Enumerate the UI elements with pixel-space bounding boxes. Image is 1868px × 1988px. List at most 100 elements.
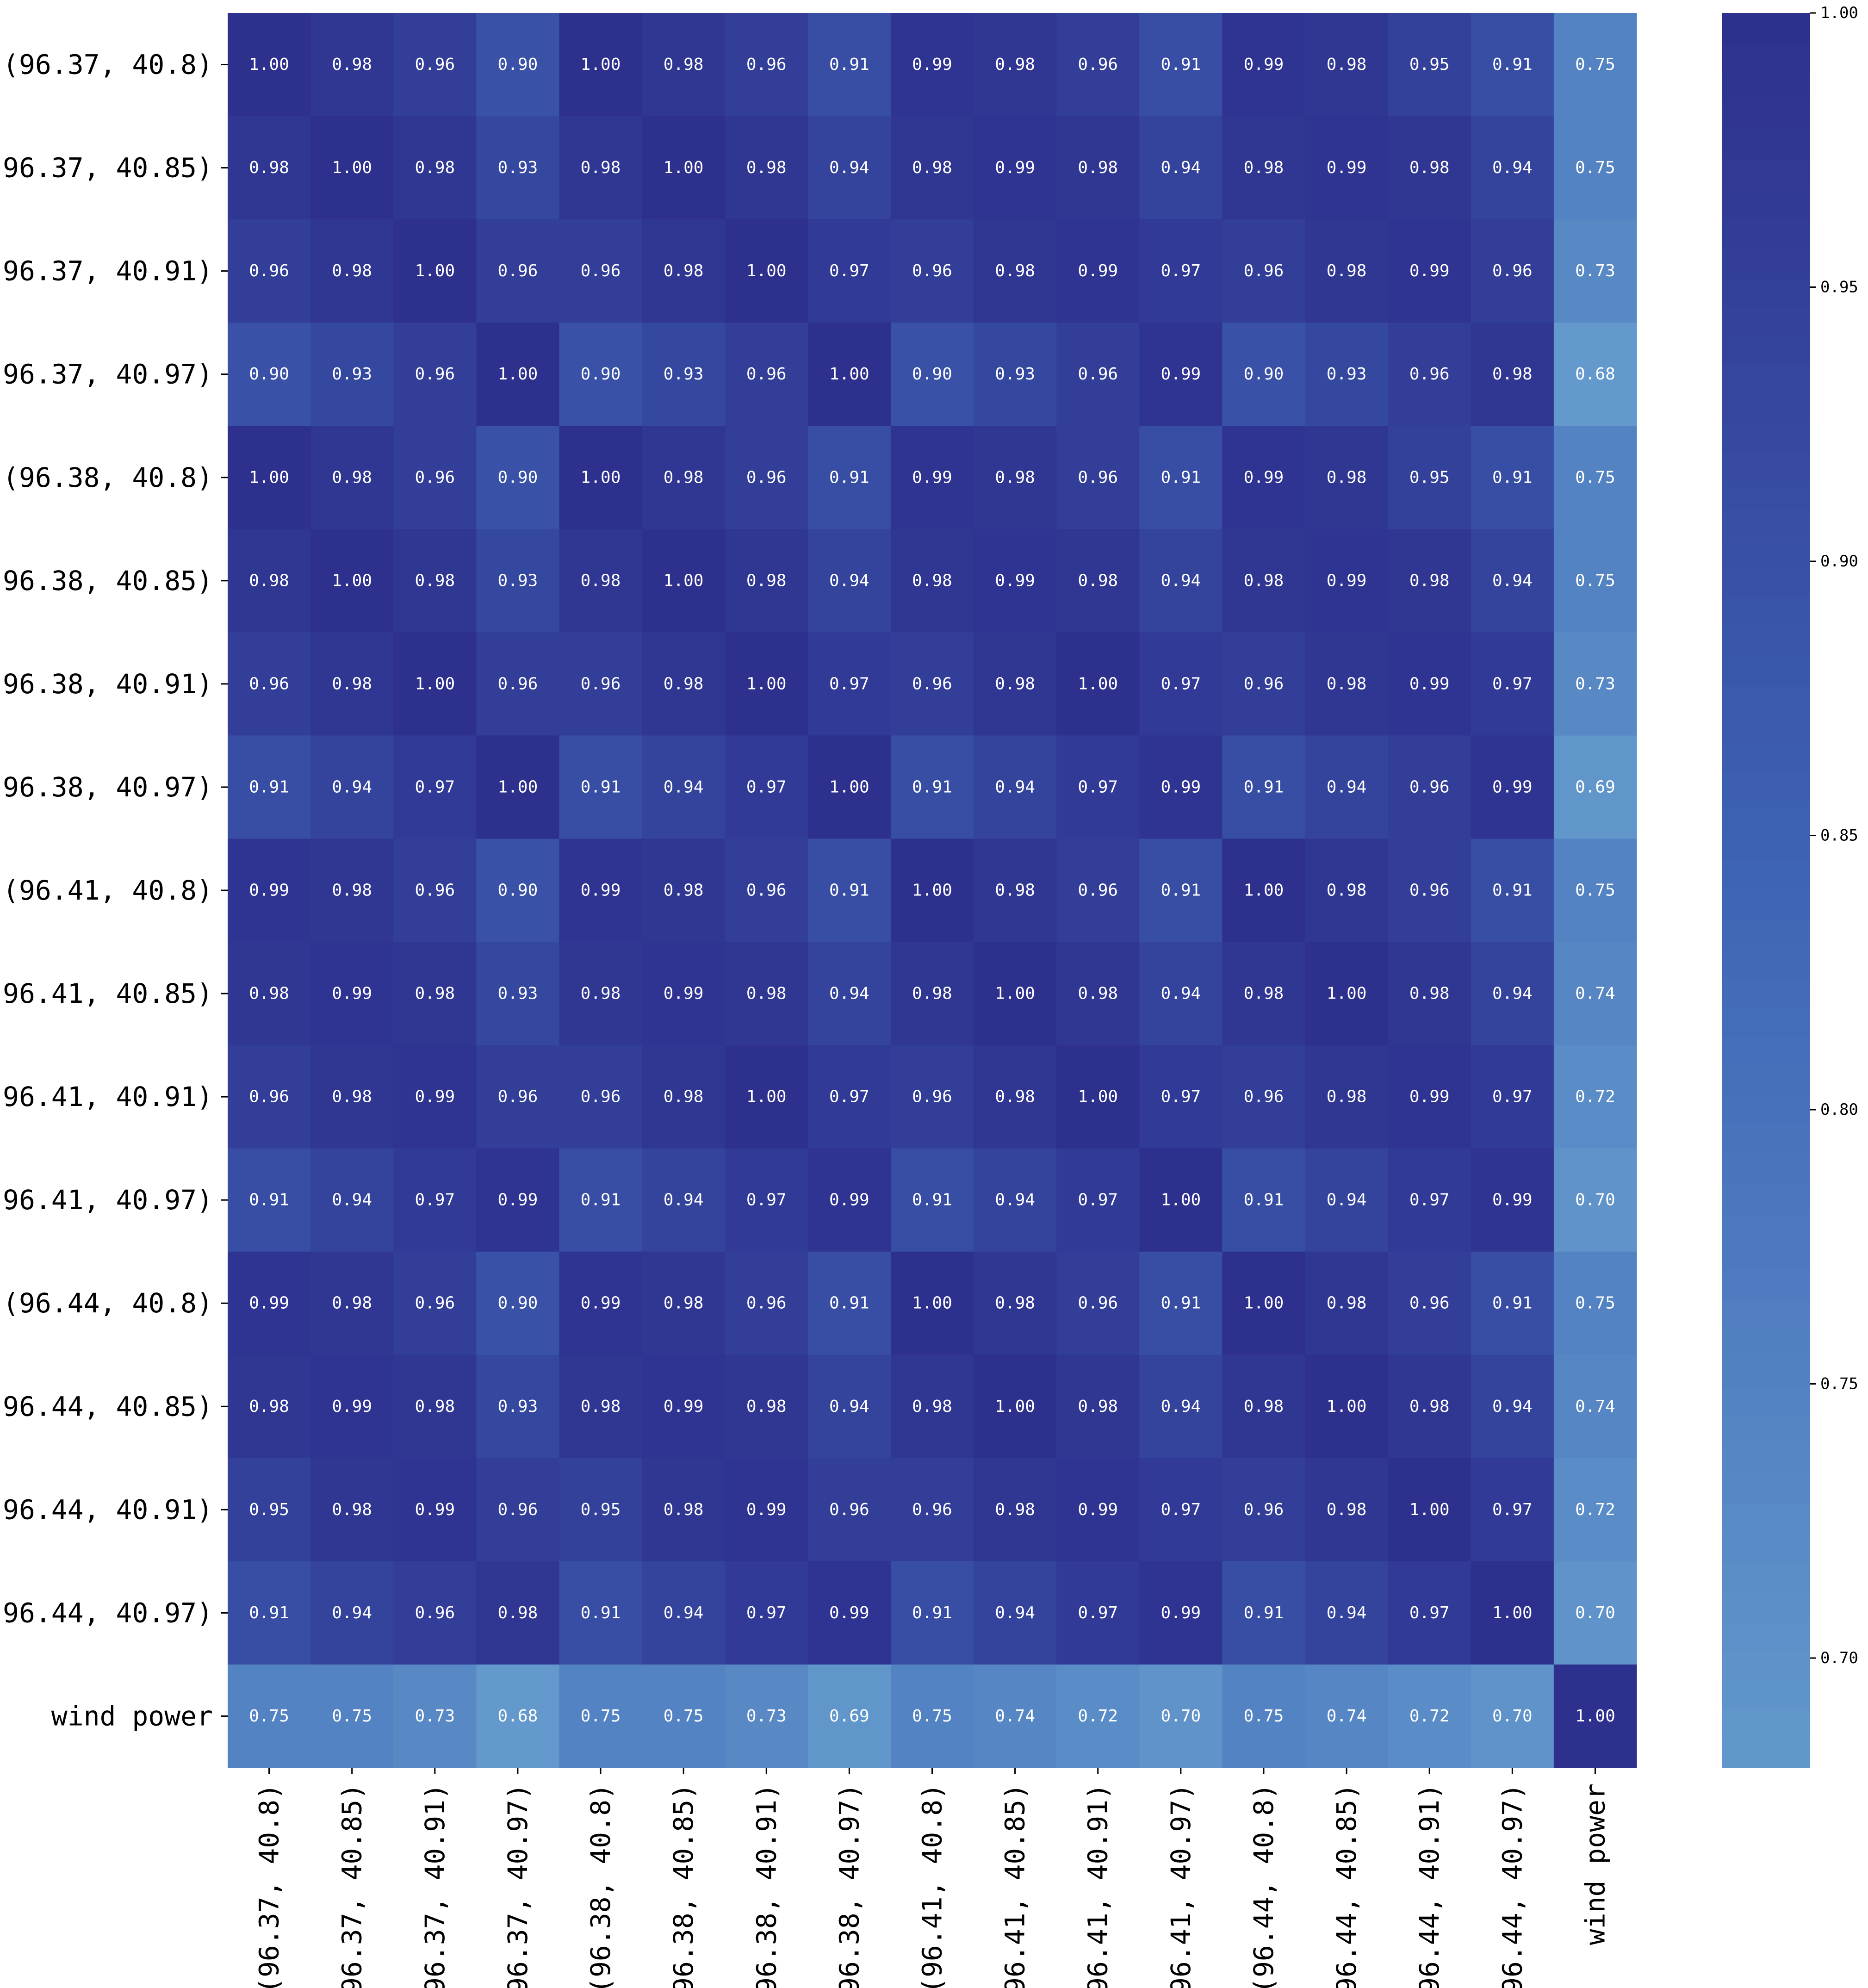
heatmap-cell	[310, 1045, 394, 1149]
cell-value-label: 0.95	[249, 1500, 289, 1519]
cell-value-label: 0.99	[249, 881, 289, 900]
heatmap-cell	[807, 116, 891, 220]
cell-value-label: 0.93	[664, 365, 704, 384]
heatmap-cell	[974, 839, 1057, 943]
heatmap-cell	[1305, 13, 1389, 117]
heatmap-cell	[310, 1561, 394, 1665]
heatmap-cell	[393, 1148, 477, 1252]
heatmap-cell	[393, 1045, 477, 1149]
cell-value-label: 0.73	[1575, 261, 1615, 280]
heatmap-cell	[310, 219, 394, 323]
colorbar-segment	[1722, 1738, 1810, 1768]
cell-value-label: 0.75	[664, 1707, 704, 1726]
x-tick-label: (96.41, 40.85)	[999, 1783, 1031, 1988]
heatmap-cell	[642, 323, 726, 426]
colorbar-segment	[1722, 217, 1810, 248]
heatmap-cell	[974, 323, 1057, 426]
cell-value-label: 0.91	[1244, 1191, 1284, 1210]
cell-value-label: 0.94	[332, 1603, 372, 1622]
cell-value-label: 0.99	[664, 1397, 704, 1416]
cell-value-label: 0.98	[1327, 468, 1367, 487]
heatmap-cell	[1388, 1458, 1471, 1562]
x-tick-label: (96.41, 40.8)	[917, 1783, 948, 1988]
heatmap-cell	[1056, 1148, 1140, 1252]
cell-value-label: 0.98	[995, 1500, 1035, 1519]
heatmap-cell	[1305, 1045, 1389, 1149]
cell-value-label: 0.99	[1244, 55, 1284, 74]
heatmap-cell	[476, 632, 560, 736]
heatmap-cell	[310, 529, 394, 633]
cell-value-label: 0.97	[1492, 1087, 1533, 1106]
cell-value-label: 0.98	[332, 1087, 372, 1106]
heatmap-cell	[807, 1354, 891, 1459]
cell-value-label: 0.94	[829, 984, 869, 1003]
cell-value-label: 0.98	[995, 1087, 1035, 1106]
colorbar-segment	[1722, 598, 1810, 628]
colorbar-segment	[1722, 656, 1810, 686]
cell-value-label: 0.99	[249, 1294, 289, 1313]
heatmap-cell	[1139, 1045, 1223, 1149]
cell-value-label: 0.95	[1409, 55, 1450, 74]
colorbar-segment	[1722, 1446, 1810, 1476]
cell-value-label: 1.00	[1078, 1087, 1118, 1106]
heatmap-cell	[393, 529, 477, 633]
heatmap-cell	[642, 1354, 726, 1459]
heatmap-cell	[1056, 735, 1140, 839]
heatmap-cell	[310, 1251, 394, 1355]
cell-value-label: 0.98	[912, 571, 952, 590]
cell-value-label: 0.94	[1161, 571, 1201, 590]
cell-value-label: 0.97	[829, 674, 869, 693]
heatmap-cell	[310, 323, 394, 426]
cell-value-label: 0.75	[1575, 881, 1615, 900]
cell-value-label: 0.97	[1161, 674, 1201, 693]
cell-value-label: 0.96	[1244, 674, 1284, 693]
cell-value-label: 0.98	[249, 984, 289, 1003]
heatmap-cell	[1388, 116, 1471, 220]
cell-value-label: 0.99	[1409, 261, 1450, 280]
cell-value-label: 0.97	[1409, 1191, 1450, 1210]
cell-value-label: 0.99	[1492, 777, 1533, 796]
cell-value-label: 0.75	[249, 1707, 289, 1726]
heatmap-cell	[725, 1664, 808, 1768]
cell-value-label: 0.96	[581, 674, 621, 693]
heatmap-cell	[807, 529, 891, 633]
heatmap-cell	[1056, 323, 1140, 426]
cell-value-label: 0.96	[1244, 261, 1284, 280]
cell-value-label: 0.96	[581, 261, 621, 280]
colorbar-segment	[1722, 71, 1810, 101]
heatmap-cell	[974, 1251, 1057, 1355]
colorbar-segment	[1722, 539, 1810, 569]
cell-value-label: 0.99	[1327, 571, 1367, 590]
cell-value-label: 0.72	[1078, 1707, 1118, 1726]
cell-value-label: 0.93	[498, 984, 538, 1003]
cell-value-label: 0.91	[1244, 777, 1284, 796]
heatmap-cell	[559, 426, 643, 529]
colorbar-segment	[1722, 510, 1810, 540]
cell-value-label: 0.98	[664, 674, 704, 693]
x-tick-label: (96.37, 40.97)	[502, 1783, 534, 1988]
cell-value-label: 1.00	[829, 777, 869, 796]
colorbar-segment	[1722, 422, 1810, 452]
cell-value-label: 1.00	[912, 881, 952, 900]
cell-value-label: 0.98	[581, 158, 621, 177]
cell-value-label: 1.00	[1244, 881, 1284, 900]
heatmap-cell	[890, 1561, 974, 1665]
heatmap-cell	[228, 839, 311, 943]
y-tick-label: (96.44, 40.91)	[0, 1494, 213, 1525]
colorbar-segment	[1722, 335, 1810, 365]
cell-value-label: 0.99	[1492, 1191, 1533, 1210]
cell-value-label: 0.94	[1161, 158, 1201, 177]
colorbar-segment	[1722, 949, 1810, 979]
heatmap-cell	[1056, 1045, 1140, 1149]
heatmap-cell	[1305, 1251, 1389, 1355]
heatmap-cell	[1222, 839, 1306, 943]
colorbar-segment	[1722, 452, 1810, 482]
x-tick-label: (96.38, 40.91)	[751, 1783, 782, 1988]
heatmap-cell	[890, 1458, 974, 1562]
cell-value-label: 0.99	[1161, 777, 1201, 796]
heatmap-cell	[1222, 1664, 1306, 1768]
colorbar-tick-label: 0.75	[1820, 1375, 1858, 1393]
colorbar-segment	[1722, 802, 1810, 832]
colorbar-segment	[1722, 1241, 1810, 1271]
cell-value-label: 0.99	[995, 571, 1035, 590]
